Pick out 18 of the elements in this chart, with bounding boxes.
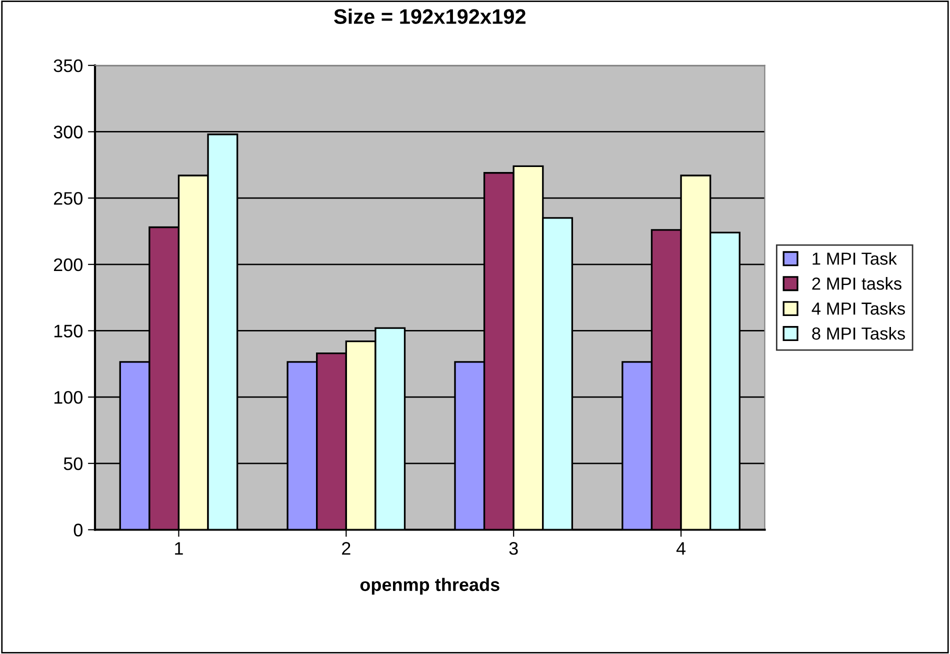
legend-label: 4 MPI Tasks [812,302,905,315]
y-tick-label: 350 [54,59,82,72]
y-tick-label: 50 [64,457,82,470]
x-axis-title: openmp threads [360,578,500,595]
y-tick-label: 250 [54,192,82,205]
legend-label: 1 MPI Task [812,252,897,265]
legend-label: 8 MPI Tasks [812,326,905,340]
y-tick-label: 100 [54,391,82,404]
x-tick-label: 4 [676,542,686,555]
chart-title: Size = 192x192x192 [334,8,526,24]
legend-label: 2 MPI tasks [812,277,902,290]
y-tick-label: 300 [54,126,82,138]
y-tick-label: 0 [74,524,82,536]
x-tick-label: 1 [175,542,183,555]
y-tick-label: 150 [54,324,82,338]
x-tick-label: 2 [342,542,350,555]
x-tick-label: 3 [509,542,518,555]
y-tick-label: 200 [54,258,82,272]
